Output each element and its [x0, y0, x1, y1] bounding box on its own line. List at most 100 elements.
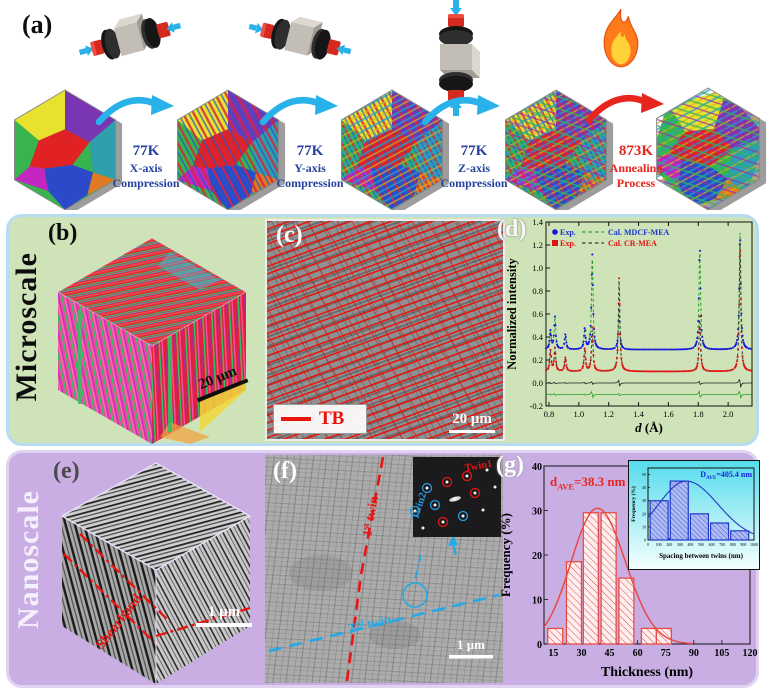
second-twin-trace-line [268, 593, 500, 653]
svg-text:1.8: 1.8 [693, 409, 704, 419]
svg-text:400: 400 [687, 542, 693, 547]
tb-legend-line-icon [281, 417, 311, 421]
svg-text:0.8: 0.8 [532, 286, 543, 296]
svg-text:30: 30 [532, 506, 542, 517]
twin-thickness-histogram: 15 30 45 60 75 90 105 120 0 10 20 30 40 Thickness (nm… [498, 462, 758, 680]
process-arrow-2-icon [259, 95, 338, 126]
panel-e-scale-bar: 1 μm [196, 604, 252, 627]
process-step-caption-3: 77K Z-axis Compression [426, 142, 522, 191]
svg-text:Spacing between twins (nm): Spacing between twins (nm) [659, 552, 743, 560]
step3-temp: 77K [460, 143, 488, 159]
step4-annealing: Annealing [609, 160, 663, 175]
first-twin-label: 1sttwin [359, 494, 381, 537]
panel-c-scale-text: 20 μm [452, 410, 492, 427]
tb-legend-label: TB [319, 408, 345, 429]
svg-text:500: 500 [698, 542, 704, 547]
ebsd-cube-image [57, 237, 247, 444]
svg-text:Frequency (%): Frequency (%) [630, 486, 637, 522]
svg-text:600: 600 [709, 542, 715, 547]
compression-device-y-icon [245, 5, 356, 67]
panel-label-d: (d) [497, 216, 527, 242]
svg-text:0: 0 [647, 542, 649, 547]
svg-text:1.4: 1.4 [633, 409, 644, 419]
panel-f-scale-text: 1 μm [457, 637, 485, 652]
svg-text:300: 300 [677, 542, 683, 547]
process-arrow-4-icon [585, 93, 664, 124]
step4-process: Process [616, 175, 656, 190]
svg-text:20: 20 [642, 511, 646, 516]
svg-text:1.6: 1.6 [663, 409, 674, 419]
svg-text:30: 30 [642, 498, 646, 503]
process-arrow-3-icon [421, 95, 500, 126]
svg-text:10: 10 [642, 524, 646, 529]
svg-text:Exp.: Exp. [560, 228, 576, 237]
svg-text:0: 0 [537, 640, 542, 651]
tem-twin-image: 1sttwin 2ndtwin Twin1 Twin2 1 μm [265, 455, 503, 683]
twin-boundary-map-image: TB 20 μm [265, 219, 505, 441]
process-arrow-1-icon [95, 95, 174, 126]
twin1-spot-circles [437, 470, 481, 528]
svg-text:0.8: 0.8 [544, 409, 555, 419]
panel-label-b: (b) [48, 220, 78, 246]
hexagon-z-compressed [505, 89, 614, 210]
step1-process: Compression [112, 175, 180, 190]
panel-c-scale-bar: 20 μm [449, 410, 495, 433]
svg-text:900: 900 [740, 542, 746, 547]
step3-axis: Z-axis [457, 160, 490, 175]
panel-label-c: (c) [276, 222, 303, 248]
svg-text:90: 90 [689, 648, 699, 659]
twin1-label: Twin1 [464, 459, 493, 475]
svg-text:Frequency (%): Frequency (%) [498, 513, 513, 597]
svg-text:105: 105 [714, 648, 729, 659]
step2-process: Compression [276, 175, 344, 190]
hexagon-x-compressed [177, 89, 286, 210]
svg-text:Cal. CR-MEA: Cal. CR-MEA [608, 239, 657, 248]
panel-c-scale-line [449, 429, 495, 433]
step4-temp: 873K [618, 143, 654, 159]
process-step-caption-1: 77K X-axis Compression [98, 142, 194, 191]
step1-temp: 77K [132, 143, 160, 159]
svg-text:Thickness (nm): Thickness (nm) [601, 665, 694, 680]
svg-text:1000: 1000 [750, 542, 758, 547]
svg-text:40: 40 [642, 485, 646, 490]
svg-text:0.2: 0.2 [532, 355, 543, 365]
svg-text:0.0: 0.0 [532, 378, 543, 388]
tem-cube-image: Shearband [60, 462, 252, 684]
diffraction-chart: 0.8 1.0 1.2 1.4 1.6 1.8 2.0 -0.2 0.0 0.2 0.4 0.6 0.8… [506, 217, 753, 435]
svg-text:200: 200 [666, 542, 672, 547]
svg-text:1.2: 1.2 [603, 409, 614, 419]
svg-text:d (Å): d (Å) [635, 420, 663, 435]
process-step-caption-4: 873K Annealing Process [588, 142, 684, 191]
first-twin-trace-line [345, 456, 385, 682]
svg-text:40: 40 [532, 462, 542, 473]
svg-text:100: 100 [656, 542, 662, 547]
process-step-caption-2: 77K Y-axis Compression [262, 142, 358, 191]
dark-contrast-blob [289, 555, 353, 591]
svg-text:Exp.: Exp. [560, 239, 576, 248]
svg-text:0: 0 [644, 538, 646, 543]
dark-contrast-blob [369, 621, 421, 649]
compression-device-x-icon [73, 4, 185, 68]
svg-text:dAVE=38.3 nm: dAVE=38.3 nm [550, 474, 626, 491]
panel-e-scale-line [196, 623, 252, 627]
twin-marker-dashdot [414, 554, 422, 580]
svg-text:45: 45 [605, 648, 615, 659]
svg-text:0.6: 0.6 [532, 309, 543, 319]
svg-text:0.4: 0.4 [532, 332, 543, 342]
svg-text:700: 700 [719, 542, 725, 547]
twin-spacing-inset-histogram: 0 100 200 300 400 500 600 700 800 900 1000 0 10 20 30 4… [628, 460, 760, 570]
saed-region-circle [402, 582, 428, 608]
svg-text:120: 120 [743, 648, 758, 659]
diffraction-pattern-inset: Twin1 Twin2 [409, 457, 501, 537]
svg-text:2.0: 2.0 [723, 409, 734, 419]
panel-label-f: (f) [273, 458, 297, 484]
panel-f-scale-line [449, 655, 493, 659]
svg-text:-0.2: -0.2 [530, 401, 543, 411]
panel-e-scale-text: 1 μm [207, 604, 241, 620]
svg-text:75: 75 [661, 648, 671, 659]
svg-text:20: 20 [532, 551, 542, 562]
second-twin-label: 2ndtwin [346, 611, 393, 636]
svg-text:1.4: 1.4 [532, 217, 543, 227]
panel-label-a: (a) [22, 10, 53, 39]
